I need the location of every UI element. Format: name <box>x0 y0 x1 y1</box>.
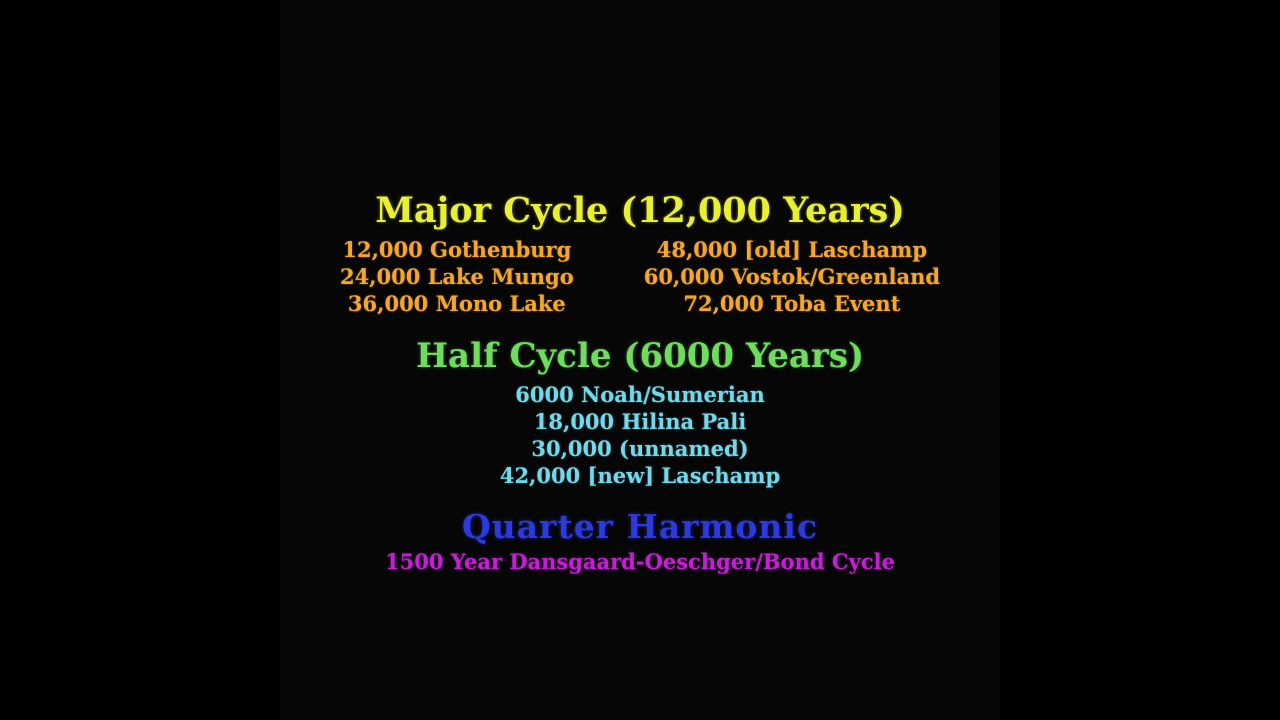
list-item: 24,000 Lake Mungo <box>339 264 574 289</box>
half-cycle-list: 6000 Noah/Sumerian 18,000 Hilina Pali 30… <box>500 381 780 489</box>
major-cycle-title: Major Cycle (12,000 Years) <box>375 190 905 231</box>
quarter-harmonic-subtitle: 1500 Year Dansgaard-Oeschger/Bond Cycle <box>385 549 895 574</box>
list-item: 6000 Noah/Sumerian <box>515 382 765 407</box>
letterbox-right <box>1000 0 1280 720</box>
list-item: 30,000 (unnamed) <box>531 436 749 461</box>
major-cycle-right-column: 48,000 [old] Laschamp 60,000 Vostok/Gree… <box>644 236 940 317</box>
major-cycle-columns: 12,000 Gothenburg 24,000 Lake Mungo 36,0… <box>340 236 940 317</box>
list-item: 18,000 Hilina Pali <box>533 409 747 434</box>
list-item: 42,000 [new] Laschamp <box>499 463 781 488</box>
quarter-harmonic-title: Quarter Harmonic <box>461 507 819 546</box>
list-item: 72,000 Toba Event <box>683 291 901 316</box>
major-cycle-left-column: 12,000 Gothenburg 24,000 Lake Mungo 36,0… <box>340 236 574 317</box>
list-item: 12,000 Gothenburg <box>342 237 572 262</box>
list-item: 48,000 [old] Laschamp <box>656 237 928 262</box>
half-cycle-title: Half Cycle (6000 Years) <box>415 336 865 376</box>
slide-stage: Major Cycle (12,000 Years) 12,000 Gothen… <box>280 0 1000 720</box>
list-item: 60,000 Vostok/Greenland <box>643 264 941 289</box>
list-item: 36,000 Mono Lake <box>347 291 566 316</box>
letterbox-left <box>0 0 280 720</box>
